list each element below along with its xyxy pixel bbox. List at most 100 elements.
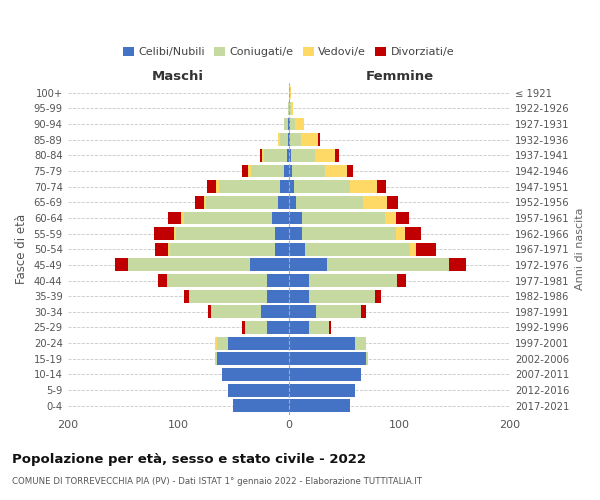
Bar: [295, 118, 304, 130]
Bar: [262, 149, 265, 162]
Bar: [170, 243, 275, 256]
Bar: [217, 352, 289, 365]
Bar: [302, 227, 396, 240]
Bar: [250, 258, 289, 272]
Bar: [375, 290, 380, 302]
Y-axis label: Fasce di età: Fasce di età: [15, 214, 28, 284]
Bar: [168, 212, 181, 224]
Bar: [223, 368, 289, 381]
Bar: [308, 274, 397, 287]
Bar: [289, 274, 308, 287]
Bar: [289, 180, 294, 193]
Bar: [350, 180, 377, 193]
Bar: [289, 164, 292, 177]
Bar: [211, 306, 261, 318]
Bar: [347, 164, 353, 177]
Bar: [397, 274, 406, 287]
Bar: [335, 149, 338, 162]
Bar: [301, 134, 317, 146]
Bar: [363, 196, 387, 208]
Bar: [115, 258, 128, 272]
Bar: [158, 274, 167, 287]
Bar: [184, 212, 272, 224]
Bar: [289, 306, 316, 318]
Bar: [248, 164, 251, 177]
Bar: [289, 212, 302, 224]
Bar: [154, 227, 174, 240]
Bar: [189, 290, 266, 302]
Bar: [308, 290, 375, 302]
Bar: [291, 149, 315, 162]
Bar: [266, 321, 289, 334]
Bar: [206, 196, 278, 208]
Bar: [405, 227, 421, 240]
Bar: [265, 149, 287, 162]
Bar: [289, 336, 355, 349]
Bar: [284, 164, 289, 177]
Bar: [289, 243, 305, 256]
Bar: [242, 164, 248, 177]
Bar: [449, 258, 466, 272]
Bar: [167, 274, 266, 287]
Bar: [289, 149, 291, 162]
Bar: [219, 180, 280, 193]
Bar: [361, 306, 366, 318]
Bar: [266, 274, 289, 287]
Bar: [296, 196, 363, 208]
Bar: [242, 321, 245, 334]
Bar: [355, 336, 366, 349]
Bar: [291, 102, 293, 115]
Bar: [184, 290, 189, 302]
Bar: [292, 164, 325, 177]
Bar: [266, 290, 289, 302]
Bar: [289, 86, 291, 99]
Bar: [317, 134, 320, 146]
Text: Popolazione per età, sesso e stato civile - 2022: Popolazione per età, sesso e stato civil…: [12, 452, 366, 466]
Bar: [287, 102, 289, 115]
Bar: [290, 118, 295, 130]
Bar: [289, 227, 302, 240]
Bar: [275, 227, 289, 240]
Bar: [245, 321, 266, 334]
Bar: [366, 352, 368, 365]
Bar: [176, 227, 275, 240]
Bar: [289, 352, 366, 365]
Bar: [168, 243, 170, 256]
Bar: [289, 321, 308, 334]
Bar: [203, 196, 206, 208]
Bar: [228, 384, 289, 396]
Bar: [289, 118, 290, 130]
Bar: [387, 196, 398, 208]
Bar: [316, 306, 361, 318]
Text: Femmine: Femmine: [365, 70, 433, 82]
Bar: [272, 212, 289, 224]
Bar: [289, 400, 350, 412]
Bar: [289, 102, 291, 115]
Bar: [207, 180, 216, 193]
Bar: [315, 149, 335, 162]
Bar: [287, 134, 289, 146]
Bar: [287, 118, 289, 130]
Bar: [289, 196, 296, 208]
Bar: [289, 258, 328, 272]
Bar: [215, 336, 217, 349]
Bar: [174, 227, 176, 240]
Bar: [329, 321, 331, 334]
Bar: [260, 149, 262, 162]
Bar: [305, 243, 410, 256]
Bar: [308, 321, 329, 334]
Bar: [228, 336, 289, 349]
Bar: [328, 258, 449, 272]
Bar: [410, 243, 416, 256]
Bar: [416, 243, 436, 256]
Bar: [261, 306, 289, 318]
Bar: [278, 134, 280, 146]
Bar: [294, 180, 350, 193]
Bar: [289, 134, 290, 146]
Bar: [287, 149, 289, 162]
Bar: [217, 336, 228, 349]
Bar: [290, 134, 301, 146]
Bar: [385, 212, 396, 224]
Text: Maschi: Maschi: [152, 70, 204, 82]
Bar: [289, 384, 355, 396]
